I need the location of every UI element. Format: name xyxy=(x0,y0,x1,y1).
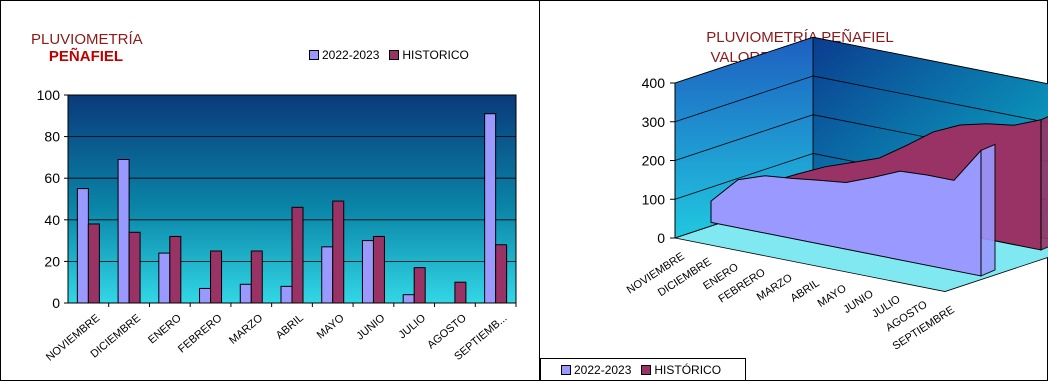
area-chart-svg: 0100200300400NOVIEMBREDICIEMBREENEROFEBR… xyxy=(625,36,1048,353)
bar-series-b xyxy=(495,244,508,304)
y-tick-label: 100 xyxy=(642,191,666,207)
area-chart-title-line1: PLUVIOMETRÍA PEÑAFIEL xyxy=(706,29,894,46)
gridline xyxy=(812,36,1048,85)
x-tick-label: JULIO xyxy=(397,312,429,342)
x-tick-label: MAYO xyxy=(315,312,347,342)
gridline xyxy=(674,36,814,84)
area-chart-panel: PLUVIOMETRÍA PEÑAFIEL VALORES ACUMULADOS… xyxy=(539,0,1048,381)
bar-series-b xyxy=(169,235,182,304)
bar-series-a xyxy=(484,113,497,304)
gridline xyxy=(674,75,814,123)
bar-chart-panel: PLUVIOMETRÍA PEÑAFIEL 2022-2023 HISTORIC… xyxy=(0,0,540,381)
bar-series-a xyxy=(76,188,89,304)
bar-chart-title-line2: PEÑAFIEL xyxy=(48,48,124,65)
bar-series-b xyxy=(87,223,100,304)
bar-series-b xyxy=(210,250,223,304)
x-tick-label: JUNIO xyxy=(354,312,387,343)
x-tick-label: ENERO xyxy=(146,312,184,347)
gridline xyxy=(674,153,814,200)
bar-series-a xyxy=(239,283,252,304)
x-tick-label: FEBRERO xyxy=(176,312,225,356)
legend-swatch-series-b xyxy=(389,50,400,60)
legend-swatch-series-b2 xyxy=(641,364,652,375)
legend-label-series-a: 2022-2023 xyxy=(322,48,380,62)
area-cap-series-a xyxy=(980,143,996,277)
bar-series-a xyxy=(117,158,130,304)
legend-item-series-a2: 2022-2023 xyxy=(561,363,631,377)
bar-series-a xyxy=(321,246,334,304)
y-tick-label: 0 xyxy=(657,230,665,246)
bar-series-b xyxy=(454,281,467,304)
bar-chart-title-line1: PLUVIOMETRÍA xyxy=(31,31,143,48)
bar-series-b xyxy=(250,250,263,304)
bar-series-a xyxy=(361,240,374,304)
legend-swatch-series-a2 xyxy=(561,364,571,375)
x-tick-label: MARZO xyxy=(227,312,265,347)
legend-item-series-b: HISTORICO xyxy=(389,48,469,62)
area-chart-legend: 2022-2023 HISTÓRICO xyxy=(540,358,746,381)
bar-chart-legend: 2022-2023 HISTORICO xyxy=(309,48,479,62)
y-tick-label: 300 xyxy=(642,114,666,130)
bar-series-a xyxy=(280,285,293,304)
bar-series-a xyxy=(158,252,171,304)
y-tick-label: 200 xyxy=(642,153,666,169)
legend-swatch-series-a xyxy=(309,50,319,60)
area-cap-series-b xyxy=(1040,116,1048,251)
y-tick-label: 60 xyxy=(44,170,60,186)
y-tick-label: 400 xyxy=(642,75,666,91)
gridline xyxy=(674,114,814,161)
bar-chart-title: PLUVIOMETRÍA PEÑAFIEL xyxy=(31,31,143,65)
legend-label-series-a2: 2022-2023 xyxy=(574,362,632,377)
x-tick-label: ABRIL xyxy=(274,312,306,342)
bar-series-b xyxy=(128,231,141,304)
y-tick-label: 80 xyxy=(44,129,60,145)
bar-series-a xyxy=(402,294,415,304)
y-tick-label: 20 xyxy=(44,253,60,269)
bar-series-b xyxy=(332,200,345,304)
legend-item-series-b2: HISTÓRICO xyxy=(641,363,721,377)
bar-series-b xyxy=(413,267,426,304)
y-tick-label: 0 xyxy=(52,295,60,311)
bar-series-b xyxy=(291,206,304,304)
y-tick-label: 100 xyxy=(37,87,61,103)
bar-series-a xyxy=(199,287,212,304)
y-tick-label: 40 xyxy=(44,212,60,228)
legend-label-series-b: HISTORICO xyxy=(402,48,469,62)
legend-label-series-b2: HISTÓRICO xyxy=(654,362,722,377)
bar-series-b xyxy=(372,235,385,304)
legend-item-series-a: 2022-2023 xyxy=(309,48,379,62)
